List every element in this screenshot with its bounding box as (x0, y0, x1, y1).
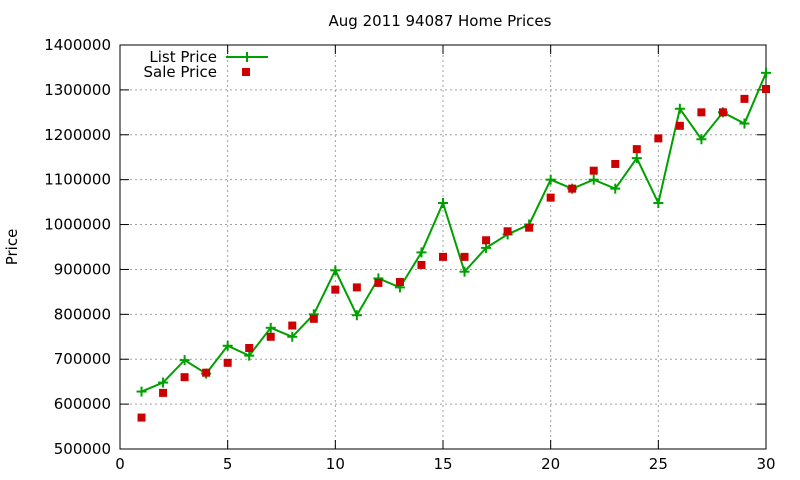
y-tick-label: 1200000 (44, 126, 111, 144)
x-tick-label: 0 (115, 455, 125, 473)
list-price-point (330, 265, 341, 276)
sale-price-point (137, 413, 146, 422)
sale-price-point (546, 193, 555, 202)
list-price-point (674, 103, 685, 114)
sale-price-point (460, 252, 469, 261)
sale-price-point (309, 314, 318, 323)
sale-price-point (245, 344, 254, 352)
sale-price-point (288, 321, 297, 330)
y-tick-label: 1100000 (44, 171, 111, 189)
sale-price-point (762, 84, 770, 93)
x-tick-label: 5 (223, 455, 233, 473)
y-tick-label: 1000000 (44, 216, 111, 234)
y-tick-label: 600000 (54, 395, 111, 413)
grid-lines (120, 45, 766, 449)
sale-price-point (654, 134, 663, 143)
list-price-point (222, 340, 233, 351)
sale-price-point (589, 166, 598, 175)
list-price-point (158, 377, 169, 388)
sale-price-point (568, 184, 577, 193)
x-tick-label: 30 (756, 455, 775, 473)
y-tick-label: 1400000 (44, 36, 111, 54)
legend-marker-sale-price (242, 68, 250, 76)
list-price-point (416, 247, 427, 258)
list-price-point (265, 322, 276, 333)
legend-label-list-price: List Price (149, 48, 217, 66)
sale-price-point (395, 278, 404, 287)
list-price-point (696, 134, 707, 145)
list-price-point (287, 331, 298, 342)
list-price-point (631, 153, 642, 164)
sale-price-point (675, 121, 684, 130)
y-tick-label: 500000 (54, 440, 111, 458)
sale-price-point (632, 145, 641, 154)
sale-price-point (611, 159, 620, 168)
x-tick-label: 20 (541, 455, 560, 473)
list-price-point (179, 355, 190, 366)
list-price-line (141, 72, 767, 393)
y-tick-label: 800000 (54, 305, 111, 323)
y-tick-label: 700000 (54, 350, 111, 368)
sale-price-point (718, 108, 727, 117)
y-tick-label: 1300000 (44, 81, 111, 99)
sale-price-point (482, 236, 491, 245)
sale-price-point (417, 260, 426, 269)
sale-price-point (352, 283, 361, 292)
list-price-point (136, 386, 147, 397)
list-price-point (459, 266, 470, 277)
list-price-point (244, 350, 255, 361)
chart-title: Aug 2011 94087 Home Prices (329, 12, 552, 30)
sale-price-point (180, 373, 189, 382)
y-axis-label: Price (3, 229, 21, 266)
sale-price-point (439, 252, 447, 261)
list-price-point (351, 310, 362, 321)
x-tick-label: 15 (433, 455, 452, 473)
series-layer (136, 67, 771, 422)
list-price-point (761, 67, 771, 78)
x-tick-label: 10 (326, 455, 345, 473)
sale-price-point (503, 227, 512, 236)
sale-price-point (223, 358, 232, 367)
list-price-point (481, 242, 492, 253)
sale-price-point (331, 285, 340, 294)
list-price-point (653, 198, 664, 209)
sale-price-point (202, 368, 211, 377)
legend-label-sale-price: Sale Price (144, 63, 217, 81)
list-price-point (610, 183, 621, 194)
sale-price-point (159, 388, 168, 397)
y-tick-label: 900000 (54, 260, 111, 278)
sale-price-point (266, 332, 275, 341)
sale-price-point (374, 278, 383, 287)
list-price-point (739, 118, 750, 129)
sale-price-point (697, 108, 706, 117)
sale-price-point (740, 94, 749, 103)
sale-price-point (525, 223, 534, 232)
list-price-point (588, 174, 599, 185)
x-tick-label: 25 (649, 455, 668, 473)
axis-ticks: 500000 600000 700000 800000 900000 1000000 110… (44, 36, 775, 473)
list-price-point (438, 198, 448, 209)
list-price-point (545, 174, 556, 185)
